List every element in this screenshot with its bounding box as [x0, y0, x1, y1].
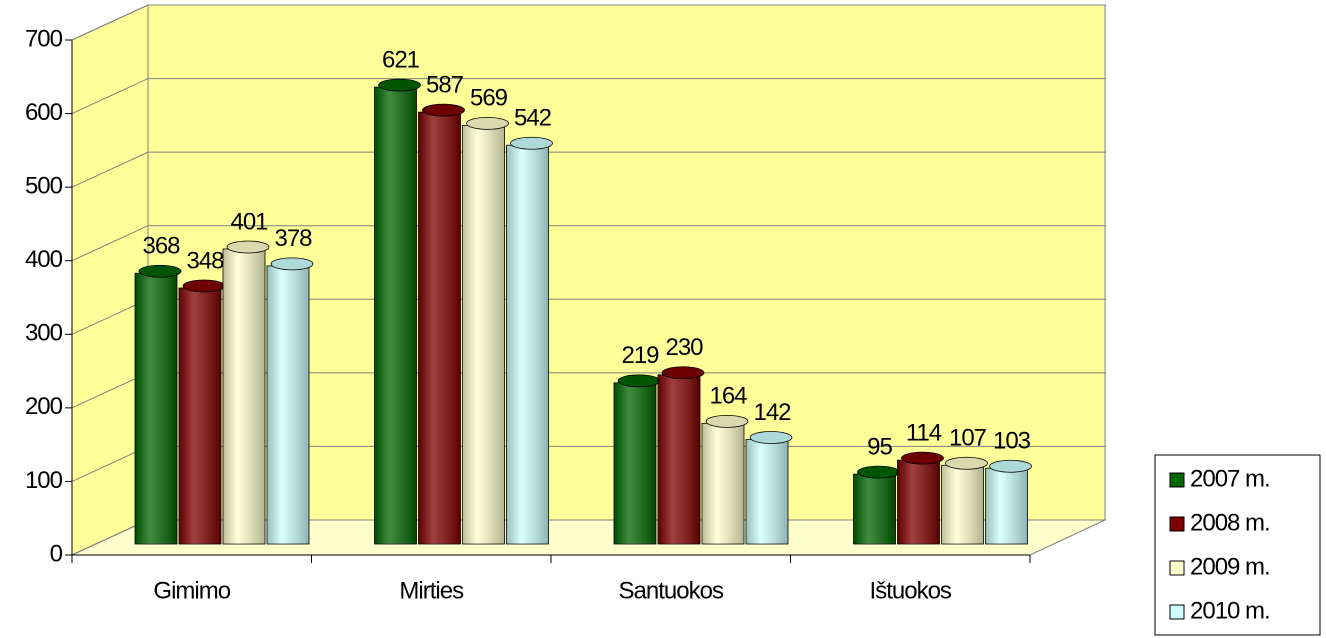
grid-line	[71, 4, 1106, 41]
bar-shade	[506, 145, 549, 544]
data-label: 401	[230, 208, 268, 235]
bar-shade	[418, 112, 461, 544]
x-tick-label: Santuokos	[619, 577, 724, 604]
legend-label: 2010 m.	[1190, 597, 1270, 624]
bar-shade	[941, 465, 984, 544]
bar-cap	[945, 456, 988, 470]
x-tick-label: Mirties	[399, 577, 464, 604]
bar-shade	[853, 474, 896, 544]
bar-shade	[614, 382, 656, 544]
legend-swatch	[1169, 604, 1185, 620]
bar-cap-shade	[466, 117, 509, 130]
bar-cap-shade	[662, 366, 704, 379]
bar-shade	[702, 423, 744, 544]
bar-cap	[466, 116, 509, 130]
bar-shade	[135, 273, 177, 544]
data-label: 587	[426, 71, 464, 98]
bar-cap-shade	[618, 374, 660, 387]
bar-cap	[270, 257, 314, 271]
y-tick-label: 100	[25, 467, 63, 494]
bar-shade	[897, 460, 940, 544]
data-label: 569	[470, 85, 508, 112]
bar-shade	[462, 125, 505, 544]
bar-cap	[749, 431, 793, 444]
bar-cap-shade	[378, 79, 421, 92]
bar-cap	[226, 240, 270, 254]
data-label: 368	[142, 233, 180, 260]
data-label: 230	[665, 334, 703, 361]
bar-cap	[422, 103, 465, 117]
bar-shade	[658, 374, 700, 544]
bar-shade	[374, 87, 417, 544]
bar-cap-shade	[857, 466, 900, 479]
data-label: 103	[993, 428, 1031, 455]
bar-cap-shade	[183, 279, 225, 292]
legend-label: 2008 m.	[1190, 509, 1270, 536]
legend-label: 2009 m.	[1190, 553, 1270, 580]
bar-cap-shade	[422, 104, 465, 117]
data-label: 542	[514, 105, 552, 132]
bar-cap-shade	[227, 240, 269, 253]
bar-shade	[985, 468, 1028, 544]
data-label: 348	[186, 247, 224, 274]
bar-cap	[138, 264, 182, 278]
grid-line	[71, 225, 1106, 262]
bar-shade	[179, 287, 221, 544]
data-label: 378	[274, 225, 312, 252]
legend-swatch	[1169, 560, 1185, 576]
legend-swatch	[1169, 472, 1185, 488]
bar-shade	[267, 265, 309, 544]
bar-cap	[661, 366, 705, 380]
y-tick-label: 500	[25, 172, 63, 199]
bar-cap	[378, 78, 421, 92]
bar-cap	[510, 136, 553, 150]
data-label: 219	[621, 342, 659, 369]
bar-cap	[705, 414, 749, 428]
data-label: 114	[906, 419, 942, 446]
data-label: 621	[382, 46, 420, 73]
y-tick-label: 300	[25, 320, 63, 347]
bar-cap-shade	[139, 265, 181, 278]
bar-cap-shade	[945, 457, 988, 470]
bar-shade	[746, 439, 788, 544]
bar-cap-shade	[510, 137, 553, 150]
grid-line	[71, 78, 1106, 115]
bar-cap-shade	[706, 415, 748, 428]
legend-swatch	[1169, 516, 1185, 532]
x-tick-label: Gimimo	[153, 577, 230, 604]
bar-shade	[223, 248, 265, 544]
bar-cap-shade	[750, 431, 792, 444]
grid-line	[71, 151, 1106, 188]
bar-cap	[989, 459, 1032, 473]
data-label: 107	[949, 425, 987, 452]
y-tick-label: 0	[50, 540, 63, 567]
y-tick-label: 200	[25, 393, 63, 420]
data-label: 164	[709, 383, 747, 410]
bar-cap-shade	[271, 257, 313, 270]
data-label: 95	[867, 433, 892, 460]
data-label: 142	[753, 399, 791, 426]
bar-cap-shade	[989, 460, 1032, 473]
x-tick-label: Ištuokos	[870, 577, 952, 604]
y-tick-label: 700	[25, 25, 63, 52]
bar-cap	[901, 451, 944, 465]
bar-cap-shade	[901, 452, 944, 465]
legend-label: 2007 m.	[1190, 465, 1270, 492]
y-tick-label: 600	[25, 99, 63, 126]
y-tick-label: 400	[25, 246, 63, 273]
